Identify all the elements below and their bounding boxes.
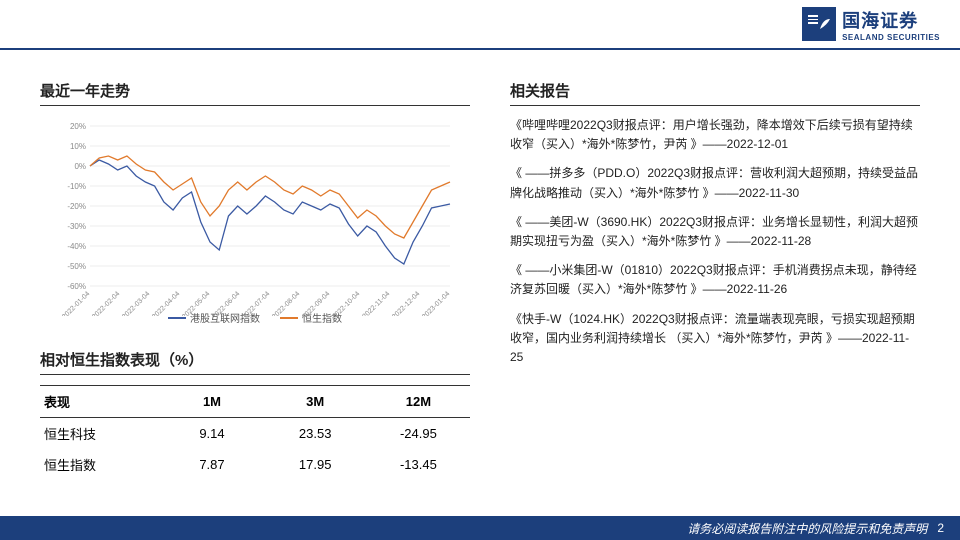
svg-text:-40%: -40%	[67, 242, 86, 251]
svg-text:2022-03-04: 2022-03-04	[121, 290, 151, 316]
report-item: 《 ——拼多多（PDD.O）2022Q3财报点评：营收利润大超预期，持续受益品牌…	[510, 164, 920, 202]
footer: 请务必阅读报告附注中的风险提示和免责声明 2	[0, 516, 960, 540]
svg-text:2022-07-04: 2022-07-04	[241, 290, 271, 316]
chart-svg: 20% 10% 0% -10% -20% -30% -40% -50% -60%2022-01-…	[40, 116, 460, 316]
svg-text:-50%: -50%	[67, 262, 86, 271]
svg-text:2022-01-04: 2022-01-04	[61, 290, 91, 316]
performance-table: 表现1M3M12M恒生科技9.1423.53-24.95恒生指数7.8717.9…	[40, 385, 470, 480]
brand-logo: 国海证券 SEALAND SECURITIES	[802, 7, 940, 42]
svg-text:2022-12-04: 2022-12-04	[391, 290, 421, 316]
reports-list: 《哔哩哔哩2022Q3财报点评：用户增长强劲，降本增效下后续亏损有望持续收窄（买…	[510, 116, 920, 367]
trend-chart: 20% 10% 0% -10% -20% -30% -40% -50% -60%2022-01-…	[40, 116, 460, 316]
page-number: 2	[937, 521, 944, 535]
performance-table-section: 相对恒生指数表现（%） 表现1M3M12M恒生科技9.1423.53-24.95…	[40, 349, 470, 480]
table-title: 相对恒生指数表现（%）	[40, 349, 470, 375]
svg-text:20%: 20%	[70, 122, 86, 131]
brand-name-cn: 国海证券	[842, 7, 940, 33]
svg-text:2022-04-04: 2022-04-04	[151, 290, 181, 316]
brand-name-en: SEALAND SECURITIES	[842, 33, 940, 42]
svg-text:-30%: -30%	[67, 222, 86, 231]
svg-text:2022-09-04: 2022-09-04	[301, 290, 331, 316]
header: 国海证券 SEALAND SECURITIES	[0, 0, 960, 50]
svg-text:-20%: -20%	[67, 202, 86, 211]
report-item: 《 ——小米集团-W（01810）2022Q3财报点评：手机消费拐点未现，静待经…	[510, 261, 920, 299]
svg-text:0%: 0%	[74, 162, 86, 171]
report-item: 《哔哩哔哩2022Q3财报点评：用户增长强劲，降本增效下后续亏损有望持续收窄（买…	[510, 116, 920, 154]
svg-text:2022-08-04: 2022-08-04	[271, 290, 301, 316]
svg-text:2022-06-04: 2022-06-04	[211, 290, 241, 316]
svg-text:2022-02-04: 2022-02-04	[91, 290, 121, 316]
table-header: 1M	[160, 386, 263, 418]
svg-text:2022-11-04: 2022-11-04	[362, 290, 392, 316]
reports-title: 相关报告	[510, 80, 920, 106]
report-item: 《 ——美团-W（3690.HK）2022Q3财报点评：业务增长显韧性，利润大超…	[510, 213, 920, 251]
footer-disclaimer: 请务必阅读报告附注中的风险提示和免责声明	[687, 520, 927, 537]
chart-title: 最近一年走势	[40, 80, 470, 106]
svg-text:10%: 10%	[70, 142, 86, 151]
table-header: 表现	[40, 386, 160, 418]
main-content: 最近一年走势 20%10%0%-10%-20%-30%-40%-50%-60%2…	[0, 50, 960, 480]
table-row: 恒生指数7.8717.95-13.45	[40, 449, 470, 480]
table-header: 3M	[264, 386, 367, 418]
svg-text:-60%: -60%	[67, 282, 86, 291]
svg-text:-10%: -10%	[67, 182, 86, 191]
svg-text:2022-10-04: 2022-10-04	[331, 290, 361, 316]
table-header: 12M	[367, 386, 470, 418]
svg-text:2023-01-04: 2023-01-04	[421, 290, 451, 316]
svg-text:2022-05-04: 2022-05-04	[181, 290, 211, 316]
brand-logo-icon	[802, 7, 836, 41]
right-column: 相关报告 《哔哩哔哩2022Q3财报点评：用户增长强劲，降本增效下后续亏损有望持…	[510, 80, 920, 480]
table-row: 恒生科技9.1423.53-24.95	[40, 418, 470, 450]
left-column: 最近一年走势 20%10%0%-10%-20%-30%-40%-50%-60%2…	[40, 80, 470, 480]
report-item: 《快手-W（1024.HK）2022Q3财报点评：流量端表现亮眼，亏损实现超预期…	[510, 310, 920, 368]
